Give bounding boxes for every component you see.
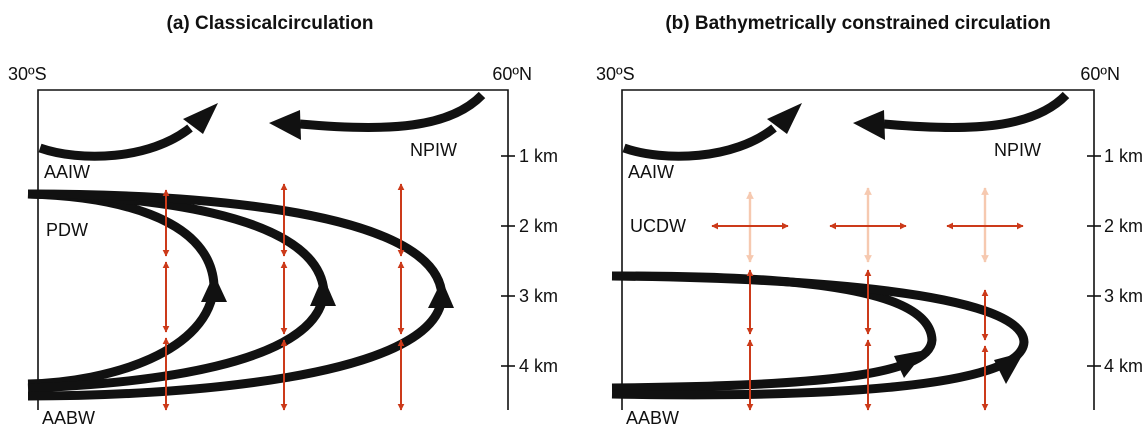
- panel-b-frame: [621, 89, 1095, 410]
- panel-b-mixing-arrows: [746, 269, 989, 411]
- panel-a: (a) Classicalcirculation 30ºS 60ºN 1 km …: [8, 13, 558, 428]
- panel-b-surface-flows: [622, 91, 1070, 161]
- panel-a-surface-flows: [38, 91, 486, 161]
- panel-b-label-aabw: AABW: [626, 408, 679, 428]
- panel-a-mixing-arrows: [162, 183, 405, 411]
- panel-a-tick-3km: 3 km: [519, 286, 558, 306]
- cell-b-inner-arrowhead: [894, 350, 926, 378]
- panel-b-tick-4km: 4 km: [1104, 356, 1143, 376]
- panel-a-label-aaiw: AAIW: [44, 162, 90, 182]
- panel-a-frame: [37, 89, 509, 410]
- cell-a-middle-arrowhead: [310, 276, 336, 306]
- aaiw-flow-arrowhead: [183, 103, 218, 134]
- panel-a-lat-left: 30ºS: [8, 64, 47, 84]
- panel-b-overturning-cells: [611, 271, 1029, 400]
- aaiw-flow-line: [622, 124, 777, 161]
- panel-b-tick-2km: 2 km: [1104, 216, 1143, 236]
- panel-a-label-npiw: NPIW: [410, 140, 457, 160]
- panel-b-label-aaiw: AAIW: [628, 162, 674, 182]
- panel-b-tick-3km: 3 km: [1104, 286, 1143, 306]
- panel-a-title: (a) Classicalcirculation: [167, 13, 374, 34]
- panel-b-lat-right: 60ºN: [1080, 64, 1120, 84]
- panel-a-tick-4km: 4 km: [519, 356, 558, 376]
- panel-a-tick-2km: 2 km: [519, 216, 558, 236]
- npiw-flow-line: [883, 91, 1070, 133]
- panel-a-overturning-cells: [27, 189, 454, 401]
- aaiw-flow-arrowhead: [767, 103, 802, 134]
- panel-a-label-aabw: AABW: [42, 408, 95, 428]
- panel-b-depth-axis: 1 km 2 km 3 km 4 km: [1087, 146, 1143, 376]
- cell-b-outer-arrowhead: [994, 352, 1024, 384]
- panel-a-tick-1km: 1 km: [519, 146, 558, 166]
- cell-a-inner-arrowhead: [201, 274, 227, 302]
- npiw-flow-arrowhead: [853, 110, 885, 140]
- panel-b-lat-left: 30ºS: [596, 64, 635, 84]
- panel-b-label-npiw: NPIW: [994, 140, 1041, 160]
- panel-b-tick-1km: 1 km: [1104, 146, 1143, 166]
- panel-a-label-pdw: PDW: [46, 220, 88, 240]
- panel-b-label-ucdw: UCDW: [630, 216, 686, 236]
- cell-b-outer: [611, 271, 1029, 400]
- panel-b-title: (b) Bathymetrically constrained circulat…: [665, 13, 1050, 34]
- npiw-flow-arrowhead: [269, 110, 301, 140]
- panel-a-lat-right: 60ºN: [492, 64, 532, 84]
- aaiw-flow-line: [38, 124, 193, 161]
- panel-a-depth-axis: 1 km 2 km 3 km 4 km: [501, 146, 558, 376]
- cell-a-outer-arrowhead: [428, 280, 454, 308]
- panel-b: (b) Bathymetrically constrained circulat…: [596, 13, 1143, 428]
- npiw-flow-line: [299, 91, 486, 133]
